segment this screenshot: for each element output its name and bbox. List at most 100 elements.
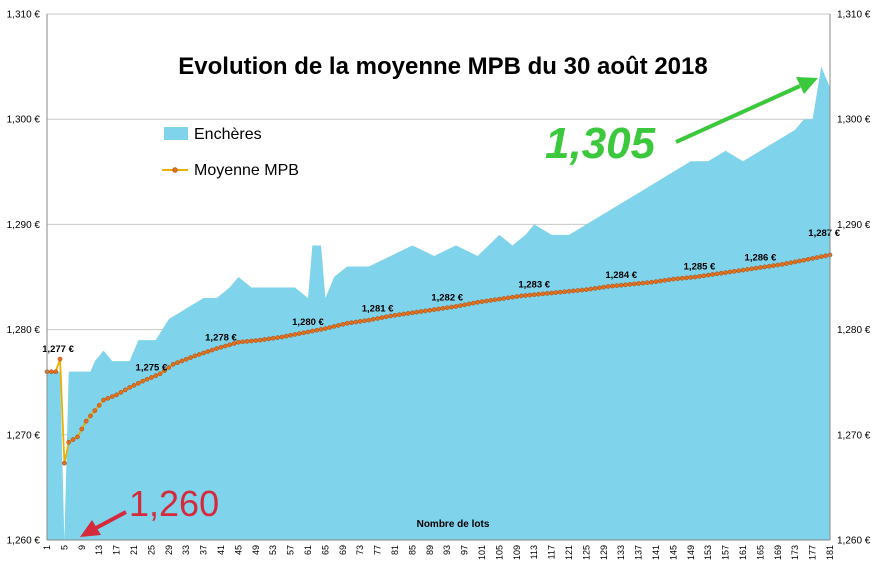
point-moyenne-mpb xyxy=(444,305,450,311)
point-moyenne-mpb xyxy=(488,298,494,303)
point-moyenne-mpb xyxy=(788,260,794,266)
point-moyenne-mpb xyxy=(566,288,572,294)
point-moyenne-mpb xyxy=(405,311,411,316)
point-moyenne-mpb xyxy=(192,353,198,359)
x-tick-label: 153 xyxy=(703,545,713,560)
point-moyenne-mpb xyxy=(340,321,346,327)
y-tick-label-right: 1,290 € xyxy=(837,220,871,231)
point-moyenne-mpb xyxy=(758,265,763,270)
x-tick-label: 1 xyxy=(42,545,52,550)
point-moyenne-mpb xyxy=(588,286,594,292)
point-moyenne-mpb xyxy=(662,278,668,283)
y-tick-label-left: 1,280 € xyxy=(7,325,41,336)
point-moyenne-mpb xyxy=(753,265,759,271)
point-moyenne-mpb xyxy=(344,320,350,326)
annotation-min-label: 1,260 xyxy=(129,483,219,524)
x-tick-label: 101 xyxy=(477,545,487,560)
annotation-max-arrowhead xyxy=(796,77,818,94)
point-moyenne-mpb xyxy=(253,338,259,343)
y-tick-label-right: 1,270 € xyxy=(837,430,871,441)
point-moyenne-mpb xyxy=(122,387,128,393)
point-moyenne-mpb xyxy=(544,291,550,296)
point-moyenne-mpb xyxy=(401,311,407,317)
point-moyenne-mpb xyxy=(814,255,820,260)
point-moyenne-mpb xyxy=(114,392,119,398)
x-tick-label: 17 xyxy=(112,545,122,555)
point-moyenne-mpb xyxy=(318,327,324,332)
point-moyenne-mpb xyxy=(96,402,102,408)
point-moyenne-mpb xyxy=(418,309,424,314)
x-tick-label: 133 xyxy=(616,545,626,560)
point-moyenne-mpb xyxy=(283,333,289,339)
x-tick-label: 13 xyxy=(94,545,104,555)
point-moyenne-mpb xyxy=(314,327,320,333)
legend: Enchères Moyenne MPB xyxy=(162,126,299,179)
y-tick-label-left: 1,270 € xyxy=(7,430,41,441)
point-moyenne-mpb xyxy=(240,339,246,345)
point-moyenne-mpb xyxy=(109,394,115,399)
point-moyenne-mpb xyxy=(301,330,306,336)
point-moyenne-mpb xyxy=(505,295,511,301)
point-moyenne-mpb xyxy=(218,344,224,350)
x-tick-label: 169 xyxy=(773,545,783,560)
point-moyenne-mpb xyxy=(205,349,211,354)
point-moyenne-mpb xyxy=(179,358,185,364)
point-moyenne-mpb xyxy=(571,288,576,294)
x-tick-label: 109 xyxy=(512,545,522,560)
x-axis-label: Nombre de lots xyxy=(417,519,490,530)
legend-label-moyenne: Moyenne MPB xyxy=(194,162,299,179)
data-label: 1,284 € xyxy=(605,270,637,281)
point-moyenne-mpb xyxy=(70,437,76,442)
x-tick-label: 145 xyxy=(668,545,678,560)
point-moyenne-mpb xyxy=(518,293,524,299)
point-moyenne-mpb xyxy=(740,267,746,273)
x-tick-label: 89 xyxy=(425,545,435,555)
point-moyenne-mpb xyxy=(375,316,380,321)
annotation-min: 1,260 xyxy=(80,483,219,537)
point-moyenne-mpb xyxy=(427,307,433,313)
point-moyenne-mpb xyxy=(492,297,498,303)
point-moyenne-mpb xyxy=(236,339,241,345)
point-moyenne-mpb xyxy=(270,335,276,341)
point-moyenne-mpb xyxy=(105,395,111,401)
point-moyenne-mpb xyxy=(62,460,67,466)
point-moyenne-mpb xyxy=(214,346,219,351)
x-tick-label: 41 xyxy=(216,545,226,555)
point-moyenne-mpb xyxy=(249,338,254,344)
point-moyenne-mpb xyxy=(170,361,176,367)
point-moyenne-mpb xyxy=(57,356,63,362)
x-tick-label: 9 xyxy=(77,545,87,550)
point-moyenne-mpb xyxy=(392,312,398,318)
point-moyenne-mpb xyxy=(157,371,163,377)
data-label: 1,283 € xyxy=(518,280,550,291)
point-moyenne-mpb xyxy=(262,337,267,342)
point-moyenne-mpb xyxy=(597,285,602,291)
point-moyenne-mpb xyxy=(644,280,650,286)
point-moyenne-mpb xyxy=(231,341,237,346)
point-moyenne-mpb xyxy=(614,283,620,288)
point-moyenne-mpb xyxy=(296,331,302,336)
point-moyenne-mpb xyxy=(305,329,311,335)
x-tick-label: 137 xyxy=(634,545,644,560)
point-moyenne-mpb xyxy=(549,290,554,296)
point-moyenne-mpb xyxy=(75,434,80,440)
point-moyenne-mpb xyxy=(166,365,172,370)
legend-label-encheres: Enchères xyxy=(194,126,262,143)
point-moyenne-mpb xyxy=(640,280,646,286)
point-moyenne-mpb xyxy=(362,318,367,324)
point-moyenne-mpb xyxy=(775,262,781,268)
point-moyenne-mpb xyxy=(771,263,776,268)
point-moyenne-mpb xyxy=(697,274,702,279)
x-tick-label: 85 xyxy=(407,545,417,555)
point-moyenne-mpb xyxy=(671,276,676,282)
point-moyenne-mpb xyxy=(514,294,520,299)
point-moyenne-mpb xyxy=(810,256,815,261)
point-moyenne-mpb xyxy=(196,352,202,357)
point-moyenne-mpb xyxy=(540,291,546,297)
point-moyenne-mpb xyxy=(66,439,72,445)
point-moyenne-mpb xyxy=(349,320,354,326)
y-tick-label-left: 1,260 € xyxy=(7,536,41,547)
x-tick-label: 5 xyxy=(59,545,69,550)
point-moyenne-mpb xyxy=(501,296,507,301)
point-moyenne-mpb xyxy=(279,334,285,340)
